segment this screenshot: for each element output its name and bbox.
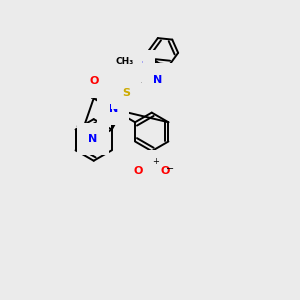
Text: −: − <box>166 164 174 174</box>
Text: N: N <box>147 161 156 172</box>
Text: N: N <box>153 74 162 85</box>
Text: O: O <box>134 166 143 176</box>
Text: N: N <box>134 61 143 71</box>
Text: CH₃: CH₃ <box>115 57 133 66</box>
Text: N: N <box>88 134 98 144</box>
Text: O: O <box>89 76 98 86</box>
Text: +: + <box>152 157 159 166</box>
Text: S: S <box>122 88 130 98</box>
Text: O: O <box>160 166 170 176</box>
Text: N: N <box>109 104 118 114</box>
